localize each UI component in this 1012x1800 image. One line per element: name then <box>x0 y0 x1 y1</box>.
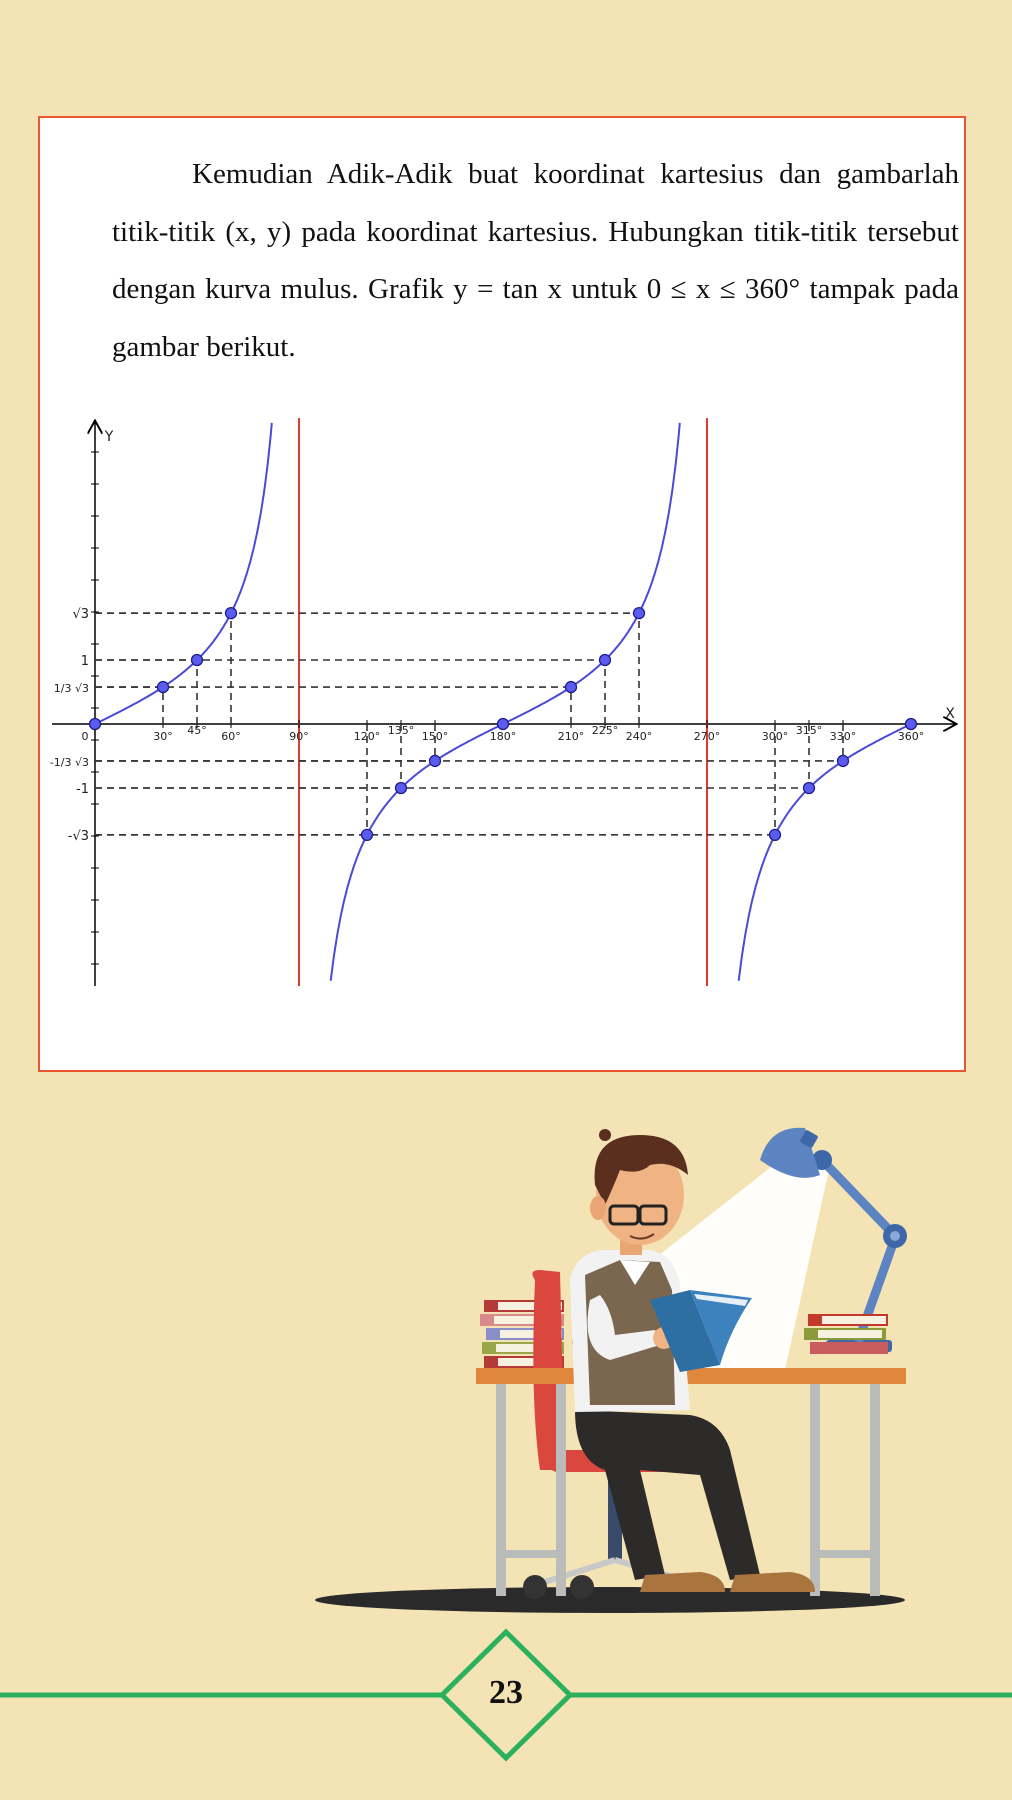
data-point <box>394 781 408 795</box>
book-stack-right-icon <box>804 1314 888 1354</box>
x-tick-label: 240° <box>626 730 653 743</box>
x-tick-label: 180° <box>490 730 517 743</box>
data-point <box>802 781 816 795</box>
man-reading-icon <box>570 1129 815 1592</box>
y-tick-label: 1/3 √3 <box>54 682 89 695</box>
data-point <box>768 828 782 841</box>
x-tick-label: 45° <box>187 724 207 737</box>
page-number-diamond <box>438 1628 574 1762</box>
y-axis-label: Y <box>104 429 114 445</box>
tan-curve-branch <box>94 422 273 725</box>
data-point <box>156 680 170 694</box>
page-number: 23 <box>489 1674 523 1711</box>
x-tick-label: 90° <box>289 730 309 743</box>
data-point <box>564 680 578 694</box>
x-tick-label: 60° <box>221 730 241 743</box>
data-point <box>360 828 374 841</box>
y-tick-label: -√3 <box>68 829 89 844</box>
content-frame: Kemudian Adik-Adik buat koordinat kartes… <box>38 116 966 1072</box>
x-tick-label: 30° <box>153 730 173 743</box>
data-point <box>904 717 918 731</box>
y-tick-label: -1 <box>76 782 89 797</box>
data-point <box>88 717 102 731</box>
x-tick-label: 0 <box>82 730 89 743</box>
data-point <box>836 754 850 768</box>
tan-curve-branch <box>737 723 912 981</box>
data-point <box>428 754 442 768</box>
x-tick-label: 360° <box>898 730 925 743</box>
body-paragraph: Kemudian Adik-Adik buat koordinat kartes… <box>112 158 959 363</box>
data-point <box>224 607 238 620</box>
y-tick-label: √3 <box>72 607 89 622</box>
x-tick-label: 270° <box>694 730 721 743</box>
y-tick-label: 1 <box>81 654 89 669</box>
data-point <box>598 653 612 667</box>
x-tick-label: 225° <box>592 724 619 737</box>
data-point <box>496 717 510 731</box>
data-point <box>190 653 204 667</box>
x-axis-label: X <box>945 706 955 722</box>
x-tick-label: 210° <box>558 730 585 743</box>
y-tick-label: -1/3 √3 <box>50 756 89 769</box>
data-point <box>632 607 646 620</box>
